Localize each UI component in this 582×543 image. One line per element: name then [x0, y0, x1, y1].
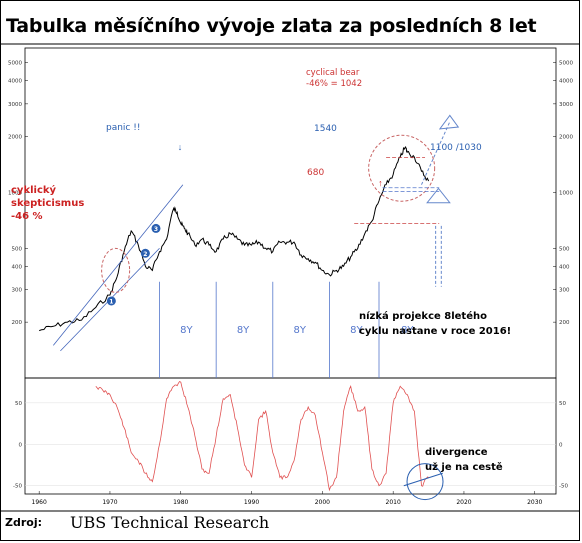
annotation-panic: panic !!	[106, 123, 140, 133]
marker-number: 3	[154, 226, 158, 233]
cycle-label: 8Y	[237, 325, 250, 336]
annotation-1100: 1100 /1030	[430, 143, 482, 153]
y-tick-label-right: 5000	[559, 61, 573, 67]
up-arrow: ↑	[378, 178, 383, 188]
y-tick-label: 5000	[8, 61, 22, 67]
y-tick-label-right: 1000	[559, 190, 573, 196]
source-value: UBS Technical Research	[70, 513, 270, 532]
x-tick-label: 1980	[173, 499, 188, 506]
oscillator-panel	[24, 377, 557, 495]
annotation-cyclical-bear: cyclical bear	[306, 68, 360, 78]
osc-tick-label-right: -50	[559, 484, 568, 490]
y-tick-label: 500	[12, 246, 23, 252]
chart-gridlines	[25, 402, 556, 486]
marker-badge	[106, 296, 116, 306]
annotation-minus-46: -46 %	[11, 211, 43, 222]
annotation-cyklicky: cyklický	[11, 184, 57, 196]
annotation-680: 680	[307, 168, 324, 178]
cycle-label: 8Y	[180, 325, 193, 336]
cycle-label: 8Y	[293, 325, 306, 336]
osc-tick-label: 50	[15, 401, 22, 407]
source-label: Zdroj:	[5, 516, 43, 529]
annotation-divergence: divergence	[425, 447, 488, 458]
x-tick-label: 2030	[527, 499, 542, 506]
divergence-line	[403, 472, 443, 487]
annotations: 8Y 8Y 8Y 8Y 8Y 1 2 3 ↓ ↑ cyklický skepticismus -46 %…	[11, 68, 511, 501]
cycle-label: 8Y	[401, 325, 414, 336]
annotation-divergence-2: už je na cestě	[425, 461, 503, 473]
price-series	[39, 146, 430, 332]
oscillator-line	[95, 380, 429, 492]
circle-marker	[406, 463, 444, 501]
osc-tick-label: -50	[13, 484, 22, 490]
trend-line	[53, 184, 184, 346]
projection-arrow-up	[421, 121, 451, 185]
marker-badge	[151, 223, 161, 233]
x-tick-label: 2010	[386, 499, 401, 506]
cycle-label: 8Y	[350, 325, 363, 336]
y-tick-label: 1000	[8, 190, 22, 196]
price-line	[39, 146, 430, 332]
y-tick-label-right: 500	[559, 246, 570, 252]
x-tick-label: 1970	[102, 499, 117, 506]
marker-badge	[140, 248, 150, 258]
y-tick-label: 4000	[8, 79, 22, 85]
x-tick-label: 2020	[456, 499, 471, 506]
annotation-skepticismus: skepticismus	[11, 198, 84, 209]
y-tick-label: 200	[12, 320, 23, 326]
y-tick-label: 400	[12, 264, 23, 270]
x-tick-label: 2000	[315, 499, 330, 506]
osc-tick-label: 0	[19, 442, 23, 448]
y-tick-label-right: 400	[559, 264, 570, 270]
annotation-bear-value: -46% = 1042	[306, 79, 362, 89]
oscillator-series	[95, 380, 429, 492]
y-tick-label: 3000	[8, 102, 22, 108]
marker-number: 2	[143, 251, 147, 258]
osc-tick-label-right: 50	[559, 401, 566, 407]
circle-marker	[101, 247, 131, 293]
x-tick-label: 1990	[244, 499, 259, 506]
circle-marker	[368, 134, 436, 202]
page-title: Tabulka měsíčního vývoje zlata za posled…	[6, 15, 537, 37]
annotation-projection-1: nízká projekce 8letého	[359, 310, 487, 322]
y-tick-label-right: 2000	[559, 135, 573, 141]
y-tick-label-right: 3000	[559, 102, 573, 108]
arrow-head	[438, 114, 460, 130]
annotation-1540: 1540	[314, 124, 337, 134]
arrow-head	[426, 187, 451, 204]
y-tick-label: 300	[12, 287, 23, 293]
y-tick-label: 2000	[8, 135, 22, 141]
y-tick-label-right: 4000	[559, 79, 573, 85]
x-tick-label: 1960	[32, 499, 47, 506]
marker-number: 1	[109, 298, 113, 305]
annotation-projection-2: cyklu nastane v roce 2016!	[359, 326, 511, 337]
panic-arrow: ↓	[178, 142, 183, 152]
y-tick-label-right: 200	[559, 320, 570, 326]
y-tick-label-right: 300	[559, 287, 570, 293]
osc-tick-label-right: 0	[559, 442, 563, 448]
